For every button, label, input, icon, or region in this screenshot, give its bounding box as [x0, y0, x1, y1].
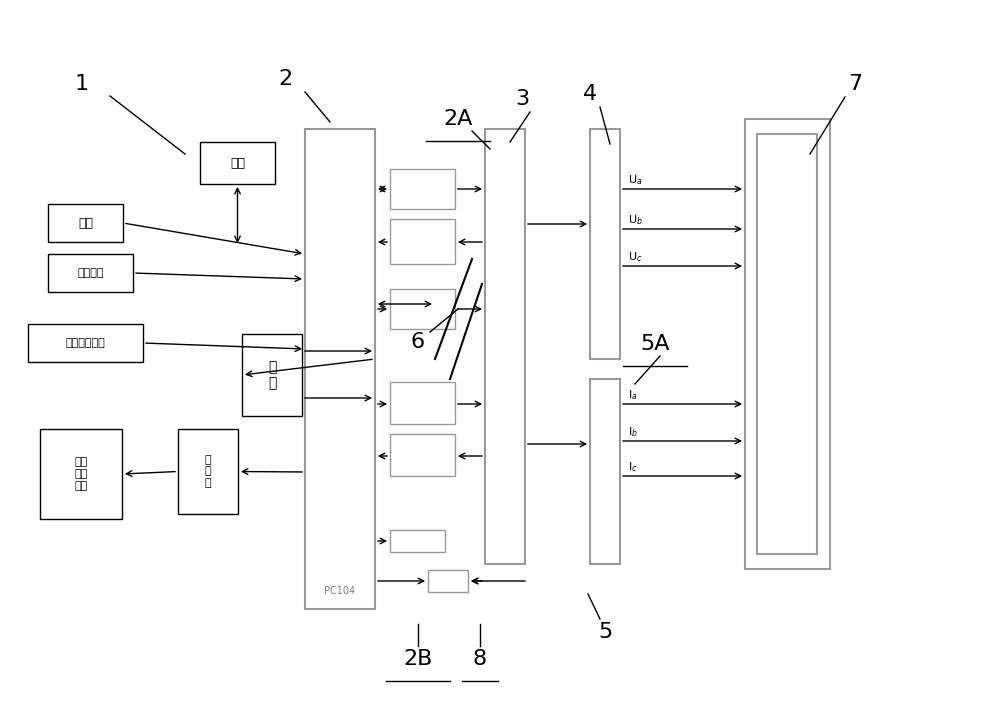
Text: U$_c$: U$_c$ — [628, 250, 642, 264]
Bar — [40, 429, 122, 519]
Bar — [305, 129, 375, 609]
Bar — [745, 119, 830, 569]
Text: 7: 7 — [848, 74, 862, 94]
Text: 机器
状态
指示: 机器 状态 指示 — [74, 458, 88, 491]
Text: 单
片
机: 单 片 机 — [205, 455, 211, 488]
Text: 键盘: 键盘 — [78, 216, 93, 229]
Text: 6: 6 — [411, 332, 425, 352]
Text: I$_b$: I$_b$ — [628, 425, 638, 439]
Bar — [390, 219, 455, 264]
Bar — [428, 570, 468, 592]
Bar — [390, 530, 445, 552]
Bar — [28, 324, 143, 362]
Text: I$_a$: I$_a$ — [628, 388, 638, 402]
Bar — [757, 134, 817, 554]
Bar — [200, 142, 275, 184]
Text: 内含测试软件: 内含测试软件 — [66, 338, 105, 348]
Text: 5A: 5A — [640, 334, 670, 354]
Text: 5: 5 — [598, 622, 612, 642]
Text: PC104: PC104 — [324, 586, 356, 596]
Text: I$_c$: I$_c$ — [628, 460, 638, 474]
Text: 2B: 2B — [403, 649, 433, 669]
Bar — [590, 379, 620, 564]
Text: 8: 8 — [473, 649, 487, 669]
Text: U$_a$: U$_a$ — [628, 173, 642, 187]
Text: 4: 4 — [583, 84, 597, 104]
Text: 3: 3 — [515, 89, 529, 109]
Bar — [390, 434, 455, 476]
Text: 2: 2 — [278, 69, 292, 89]
Bar — [590, 129, 620, 359]
Bar — [390, 289, 455, 329]
Text: 网口: 网口 — [230, 156, 245, 169]
Bar — [390, 382, 455, 424]
Bar — [485, 129, 525, 564]
Text: U$_b$: U$_b$ — [628, 213, 643, 227]
Text: 宽屏液晶: 宽屏液晶 — [77, 268, 104, 278]
Text: 2A: 2A — [443, 109, 473, 129]
Bar — [48, 204, 123, 242]
Bar — [178, 429, 238, 514]
Bar — [242, 334, 302, 416]
Bar — [390, 169, 455, 209]
Bar — [48, 254, 133, 292]
Text: 输
出: 输 出 — [268, 360, 276, 390]
Text: 1: 1 — [75, 74, 89, 94]
